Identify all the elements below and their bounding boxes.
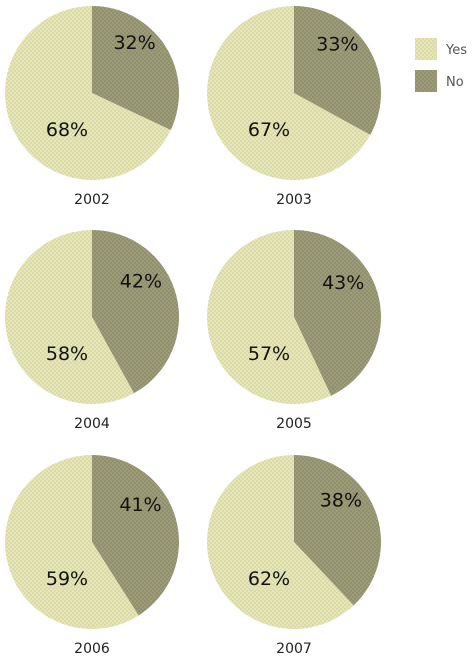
legend-label-no: No: [446, 75, 464, 90]
slice-2002-yes: [4, 6, 171, 180]
pie-2002: 32% 68% 2002: [4, 6, 179, 208]
slice-2005-yes: [206, 230, 332, 405]
pie-2003: 33% 67% 2003: [206, 6, 381, 208]
slice-2004-no: [92, 230, 179, 394]
legend: Yes No: [415, 38, 467, 92]
label-2006-no: 41%: [119, 494, 161, 516]
label-2006-yes: 59%: [46, 568, 88, 590]
slice-2004-yes: [4, 230, 134, 404]
label-2002-yes: 68%: [46, 119, 88, 141]
slice-2006-no: [92, 454, 180, 616]
label-2003-yes: 67%: [248, 119, 290, 141]
slice-2003-no: [294, 6, 381, 135]
label-2003-no: 33%: [316, 33, 358, 55]
pie-title-2005: 2005: [276, 416, 312, 432]
pie-title-2003: 2003: [276, 192, 312, 208]
pie-title-2002: 2002: [74, 192, 110, 208]
label-2002-no: 32%: [113, 32, 155, 54]
slice-2005-no: [294, 230, 381, 396]
legend-swatch-no: [415, 70, 437, 92]
label-2004-no: 42%: [120, 271, 162, 293]
pie-2007: 38% 62% 2007: [207, 455, 382, 657]
slice-2003-yes: [206, 6, 371, 180]
pie-2006: 41% 59% 2006: [5, 454, 180, 657]
legend-swatch-yes: [415, 38, 437, 60]
slice-2007-yes: [207, 455, 354, 629]
slice-2006-yes: [5, 455, 139, 629]
label-2007-yes: 62%: [248, 568, 290, 590]
slice-2007-no: [294, 455, 382, 606]
label-2004-yes: 58%: [46, 343, 88, 365]
label-2007-no: 38%: [320, 489, 362, 511]
legend-label-yes: Yes: [445, 43, 467, 58]
pie-2004: 42% 58% 2004: [4, 230, 179, 432]
label-2005-yes: 57%: [248, 343, 290, 365]
pie-title-2007: 2007: [276, 641, 312, 657]
pie-title-2004: 2004: [74, 416, 110, 432]
pie-title-2006: 2006: [74, 641, 110, 657]
pie-2005: 43% 57% 2005: [206, 230, 381, 432]
label-2005-no: 43%: [322, 272, 364, 294]
slice-2002-no: [92, 6, 179, 131]
